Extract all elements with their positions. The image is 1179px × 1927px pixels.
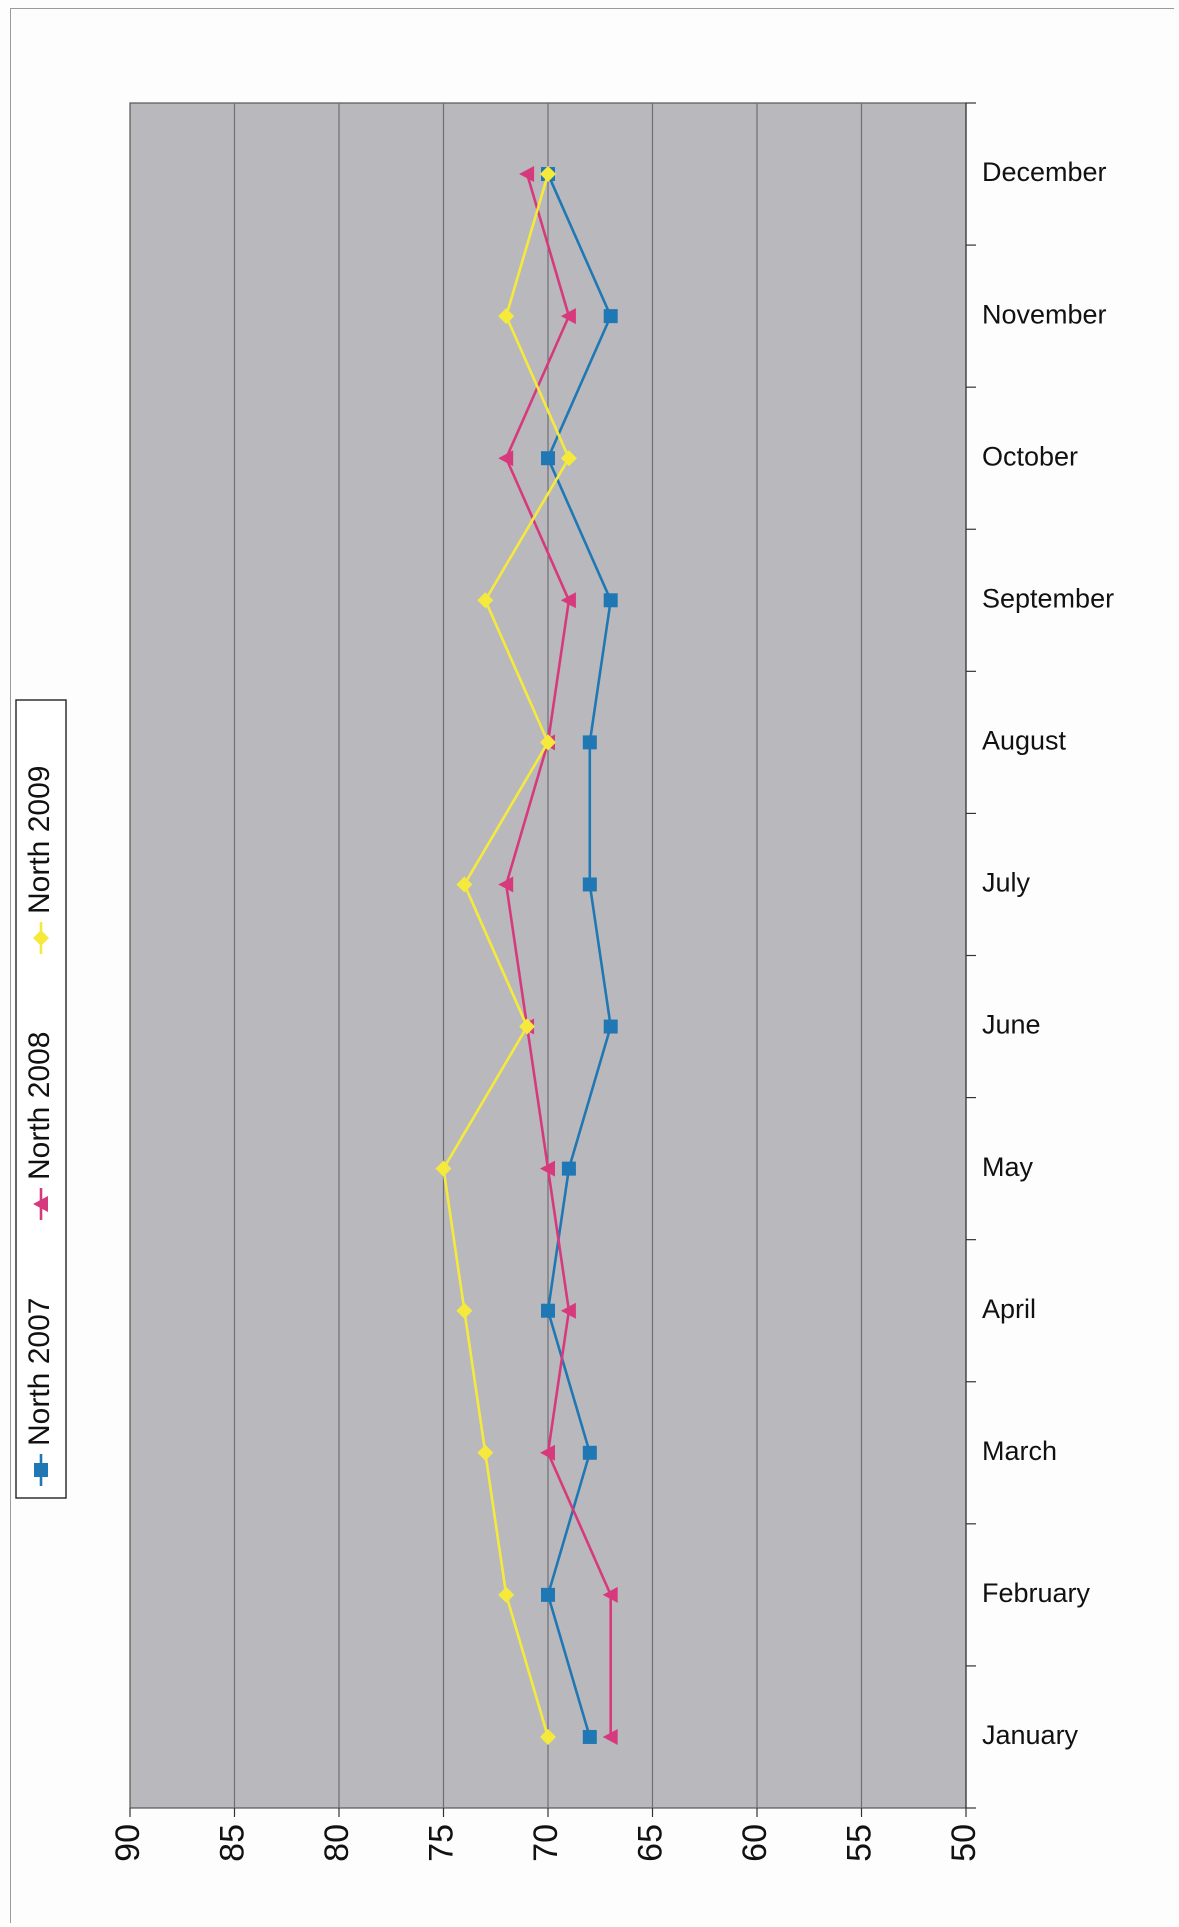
data-point <box>560 308 576 325</box>
data-point <box>603 1019 618 1034</box>
category-label: December <box>982 157 1107 187</box>
series <box>435 166 618 1745</box>
data-point <box>477 1444 494 1461</box>
data-point <box>602 1586 618 1603</box>
value-tick-label: 60 <box>736 1824 774 1862</box>
data-point <box>560 450 577 467</box>
data-point <box>33 1196 48 1212</box>
data-point <box>540 1444 555 1461</box>
data-point <box>519 166 535 183</box>
data-point <box>519 1018 536 1035</box>
series-3 <box>435 166 577 1745</box>
category-label: October <box>982 441 1078 471</box>
data-point <box>582 735 597 750</box>
category-label: September <box>982 583 1114 613</box>
legend-label: North 2007 <box>23 1298 56 1446</box>
category-label: February <box>982 1578 1091 1608</box>
category-label: August <box>982 726 1067 756</box>
gridlines <box>233 103 863 1808</box>
series-line <box>442 173 571 1738</box>
data-point <box>540 166 556 183</box>
value-tick-label: 80 <box>318 1824 356 1862</box>
data-point <box>498 876 514 893</box>
data-point <box>561 1161 576 1176</box>
data-point <box>582 1445 597 1460</box>
data-point <box>498 450 514 467</box>
legend-label: North 2009 <box>23 766 56 914</box>
data-point <box>498 1586 515 1603</box>
data-point <box>456 1302 473 1319</box>
value-tick-label: 90 <box>109 1824 147 1862</box>
data-point <box>540 734 556 751</box>
value-tick-label: 70 <box>527 1824 565 1862</box>
data-point <box>477 592 494 609</box>
chart-frame <box>10 8 1174 1923</box>
category-label: April <box>982 1294 1036 1324</box>
value-tick-label: 75 <box>422 1824 460 1862</box>
legend-box <box>15 699 67 1499</box>
axes: 90 85 80 75 70 65 60 55 50 January February March Ap… <box>109 102 1114 1862</box>
category-label: March <box>982 1436 1057 1466</box>
data-point <box>498 308 515 325</box>
category-label: May <box>982 1152 1034 1182</box>
data-point <box>540 1160 555 1177</box>
data-point <box>456 876 473 893</box>
data-point <box>602 1728 618 1745</box>
data-point <box>582 1729 597 1744</box>
series-2 <box>498 166 618 1745</box>
data-point <box>582 877 597 892</box>
value-tick-label: 55 <box>840 1824 878 1862</box>
data-point <box>541 1587 555 1602</box>
data-point <box>560 1302 576 1319</box>
category-label: July <box>982 868 1031 898</box>
data-point <box>435 1160 452 1177</box>
data-point <box>560 592 576 609</box>
data-point <box>34 1463 48 1477</box>
data-point <box>33 930 49 946</box>
category-label: June <box>982 1010 1041 1040</box>
legend: North 2007 North 2008 North 2009 <box>15 699 67 1499</box>
data-point <box>541 1303 555 1318</box>
value-tick-label: 85 <box>213 1824 251 1862</box>
category-label: November <box>982 299 1107 329</box>
data-point <box>603 309 618 324</box>
category-label: January <box>982 1720 1079 1750</box>
data-point <box>603 593 618 608</box>
series-line <box>504 173 613 1737</box>
data-point <box>540 1728 556 1745</box>
data-point <box>541 451 555 466</box>
legend-label: North 2008 <box>23 1032 56 1180</box>
value-tick-label: 50 <box>945 1824 983 1862</box>
value-tick-label: 65 <box>631 1824 669 1862</box>
